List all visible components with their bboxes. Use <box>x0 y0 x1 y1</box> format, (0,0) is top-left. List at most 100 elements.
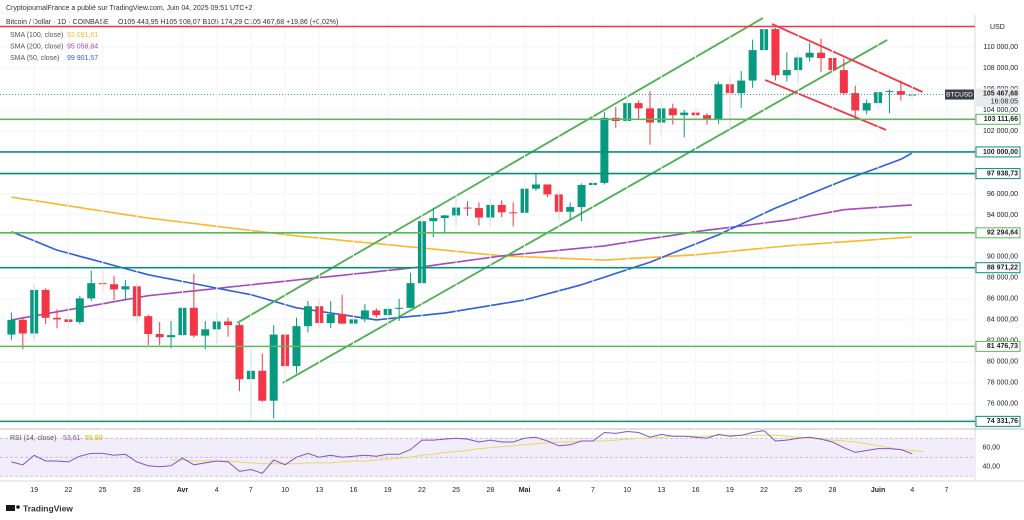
x-tick-label: 13 <box>315 487 323 494</box>
x-tick-label: 28 <box>486 487 494 494</box>
candle-body <box>429 218 438 222</box>
level-label-box <box>975 340 1021 352</box>
candle-body <box>703 115 712 119</box>
candle-body <box>839 70 848 94</box>
y-tick-label: 86 000,00 <box>987 296 1018 303</box>
x-tick-label: 25 <box>794 487 802 494</box>
rsi-tick-label: 60,00 <box>982 445 1000 452</box>
y-tick-label: 84 000,00 <box>987 317 1018 324</box>
candle-body <box>771 29 780 76</box>
x-tick-label: 4 <box>215 487 219 494</box>
candle-body <box>440 215 449 219</box>
x-tick-label: 19 <box>726 487 734 494</box>
candle-body <box>406 283 415 308</box>
rsi-line <box>11 430 913 474</box>
y-tick-label: 76 000,00 <box>987 401 1018 408</box>
y-tick-label: 80 000,00 <box>987 359 1018 366</box>
main-pane <box>0 17 975 420</box>
legend-value: 99 901,57 <box>67 55 98 62</box>
y-tick-label: 96 000,00 <box>987 191 1018 198</box>
legend-name: SMA (100, close) <box>10 32 63 39</box>
level-label: 92 294,64 <box>987 230 1018 237</box>
candle-body <box>189 307 198 336</box>
x-tick-label: 19 <box>384 487 392 494</box>
candle-body <box>714 84 723 119</box>
y-tick-label: 88 000,00 <box>987 275 1018 282</box>
candle-body <box>155 334 164 338</box>
candle-body <box>634 103 643 109</box>
candle-body <box>566 207 575 212</box>
candle-body <box>258 370 267 401</box>
candle-body <box>18 319 27 334</box>
symbol-title: Bitcoin / Dollar · 1D · COINBASE <box>6 19 109 26</box>
candle-body <box>372 310 381 316</box>
candle-body <box>531 184 540 189</box>
y-tick-label: 110 000,00 <box>983 44 1018 51</box>
x-tick-label: 4 <box>910 487 914 494</box>
candle-body <box>360 310 369 320</box>
candle-body <box>543 184 552 195</box>
brand: TradingView <box>6 503 73 513</box>
candle-body <box>338 314 347 324</box>
trendline <box>764 79 887 131</box>
symbol-box <box>945 89 974 100</box>
last-price-label: 105 467,68 <box>983 90 1018 97</box>
level-label: 74 331,76 <box>987 418 1018 425</box>
candle-body <box>885 91 894 93</box>
level-label-box <box>975 146 1021 158</box>
candle-body <box>896 91 905 95</box>
x-tick-label: 10 <box>623 487 631 494</box>
candle-body <box>782 70 791 76</box>
candle-body <box>668 108 677 116</box>
x-tick-label: 4 <box>557 487 561 494</box>
y-tick-label: 108 000,00 <box>983 65 1018 72</box>
x-tick-label: 25 <box>452 487 460 494</box>
brand-logo <box>6 505 15 511</box>
brand-name: TradingView <box>23 503 73 513</box>
x-tick-label: 22 <box>760 487 768 494</box>
candle-body <box>53 317 62 320</box>
level-label-box <box>975 168 1021 180</box>
candle-body <box>326 314 335 324</box>
y-tick-label: 90 000,00 <box>987 254 1018 261</box>
candle-body <box>474 208 483 218</box>
ohlc: O105 443,95 H105 908,07 B105 174,29 C105… <box>118 19 338 26</box>
candle-body <box>224 321 233 326</box>
level-label: 103 111,66 <box>984 116 1018 123</box>
candle-body <box>509 212 518 214</box>
legend-name: SMA (200, close) <box>10 43 63 50</box>
level-label-box <box>975 227 1021 239</box>
candle-body <box>121 286 130 290</box>
x-tick-label: 7 <box>249 487 253 494</box>
x-tick-label: Juin <box>871 487 885 494</box>
candle-body <box>269 334 278 401</box>
countdown: 16:08:05 <box>991 98 1018 105</box>
x-tick-label: 13 <box>658 487 666 494</box>
candle-body <box>497 204 506 213</box>
candle-body <box>201 329 210 336</box>
level-label-box <box>975 262 1021 274</box>
x-tick-label: 7 <box>591 487 595 494</box>
candle-body <box>862 103 871 111</box>
candle-body <box>748 50 757 81</box>
x-tick-label: 16 <box>350 487 358 494</box>
sma-line <box>11 204 913 321</box>
candle-body <box>600 117 609 183</box>
candle-body <box>144 316 153 335</box>
trendline <box>236 17 764 324</box>
x-tick-label: 7 <box>945 487 949 494</box>
rsi-legend-value: 53,61 <box>63 435 81 442</box>
trendline <box>282 39 888 384</box>
candle-body <box>87 283 96 299</box>
candle-body <box>110 284 119 290</box>
x-tick-label: 16 <box>692 487 700 494</box>
x-tick-label: 22 <box>418 487 426 494</box>
rsi-ma-line <box>171 434 924 465</box>
x-tick-label: 28 <box>133 487 141 494</box>
legend-name: SMA (50, close) <box>10 55 59 62</box>
symbol-label: BTCUSD <box>946 91 973 98</box>
candle-body <box>817 52 826 58</box>
y-tick-label: 78 000,00 <box>987 380 1018 387</box>
